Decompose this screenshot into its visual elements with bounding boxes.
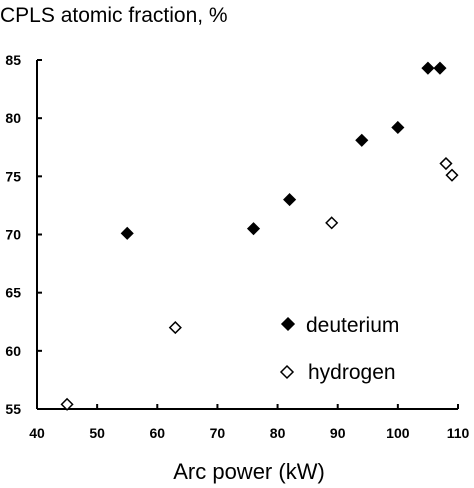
x-tick-label: 50 [89,425,105,441]
deuterium-point [355,133,369,147]
legend-marker-deuterium [280,316,296,332]
x-tick-label: 80 [270,425,286,441]
x-tick-label: 40 [29,425,45,441]
legend-label-hydrogen: hydrogen [308,361,396,384]
x-tick-label: 100 [386,425,410,441]
hydrogen-point [445,168,459,182]
y-ticks: 55 60 65 70 75 80 85 [5,52,42,417]
x-tick-label: 70 [210,425,226,441]
x-tick-label: 110 [447,425,470,441]
y-tick-label: 60 [5,343,21,359]
deuterium-point [421,61,435,75]
deuterium-point [120,226,134,240]
deuterium-point [246,222,261,236]
x-ticks: 40 50 60 70 80 90 100 110 [29,404,470,441]
axes [36,60,458,410]
x-tick-label: 90 [330,425,346,441]
y-tick-label: 85 [5,52,21,68]
hydrogen-point [168,321,182,335]
x-axis-label: Arc power (kW) [173,459,325,484]
chart-title: CPLS atomic fraction, % [0,4,228,27]
y-tick-label: 70 [5,227,21,243]
y-tick-label: 80 [5,110,21,126]
legend: deuterium hydrogen [279,314,399,384]
legend-label-deuterium: deuterium [306,314,399,337]
legend-marker-hydrogen [279,364,295,380]
y-tick-label: 75 [5,168,21,184]
deuterium-point [283,193,297,207]
hydrogen-point [325,216,339,230]
deuterium-point [391,120,405,135]
x-tick-label: 60 [149,425,165,441]
y-tick-label: 65 [5,285,21,301]
deuterium-point [433,61,447,75]
hydrogen-point [60,397,74,411]
data-points [60,61,459,411]
y-tick-label: 55 [5,401,21,417]
hydrogen-point [439,156,453,171]
